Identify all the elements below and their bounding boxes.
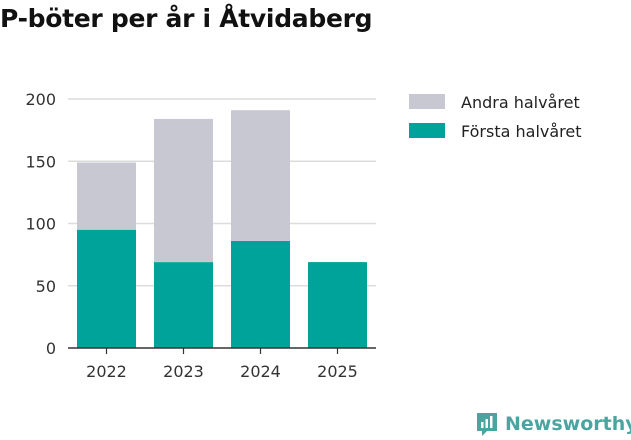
x-tick-label: 2023 xyxy=(163,362,204,381)
y-tick-label: 200 xyxy=(25,90,56,109)
legend: Andra halvåret Första halvåret xyxy=(409,93,582,141)
legend-swatch xyxy=(409,123,445,138)
legend-label: Första halvåret xyxy=(461,122,582,141)
bars xyxy=(77,110,367,348)
bar-forsta-2022 xyxy=(77,229,136,348)
bar-andra-2022 xyxy=(77,162,136,230)
legend-label: Andra halvåret xyxy=(461,93,580,112)
logo-text: Newsworthy xyxy=(505,413,631,435)
y-tick-label: 150 xyxy=(25,152,56,171)
newsworthy-logo: Newsworthy xyxy=(475,408,631,440)
x-tick-label: 2024 xyxy=(240,362,281,381)
y-tick-label: 100 xyxy=(25,215,56,234)
bar-andra-2023 xyxy=(154,118,213,263)
newsworthy-logo-icon xyxy=(477,413,497,436)
bar-forsta-2023 xyxy=(154,262,213,348)
x-tick-label: 2025 xyxy=(317,362,358,381)
y-tick-label: 0 xyxy=(46,339,56,358)
bar-forsta-2025 xyxy=(308,262,367,348)
bar-andra-2024 xyxy=(231,110,290,241)
y-tick-label: 50 xyxy=(36,277,56,296)
x-tick-label: 2022 xyxy=(86,362,127,381)
legend-swatch xyxy=(409,94,445,109)
chart-title: P-böter per år i Åtvidaberg xyxy=(0,4,373,33)
axes: 0 50 100 150 200 2022 2023 2024 2025 xyxy=(25,90,376,381)
bar-forsta-2024 xyxy=(231,240,290,348)
